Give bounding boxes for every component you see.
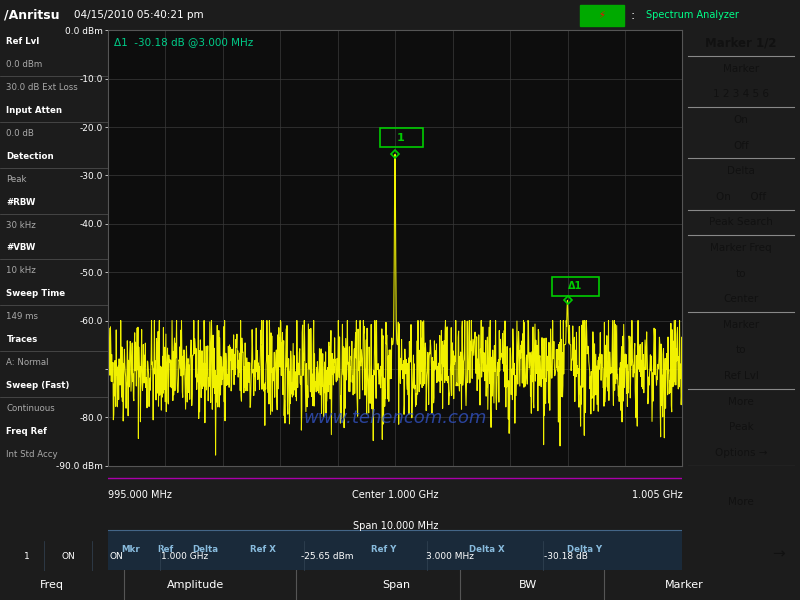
Text: #RBW: #RBW [6,197,36,206]
Text: Detection: Detection [6,152,54,161]
Bar [108,530,682,570]
Text: 30.0 dB Ext Loss: 30.0 dB Ext Loss [6,83,78,92]
Text: Amplitude: Amplitude [167,580,225,590]
Text: Marker: Marker [723,320,759,330]
Text: Sweep (Fast): Sweep (Fast) [6,381,70,390]
Text: Ref X: Ref X [250,545,276,554]
Text: Δ1  -30.18 dB @3.000 MHz: Δ1 -30.18 dB @3.000 MHz [114,37,253,47]
Text: Center: Center [723,294,759,304]
Text: More: More [728,397,754,407]
Text: ON: ON [109,552,123,560]
Text: Marker 1/2: Marker 1/2 [706,37,777,50]
Text: Options →: Options → [715,448,767,458]
Text: Marker Freq: Marker Freq [710,243,772,253]
Text: Ref Y: Ref Y [371,545,396,554]
Text: A: Normal: A: Normal [6,358,49,367]
Text: Continuous: Continuous [6,404,55,413]
Text: -25.65 dBm: -25.65 dBm [302,552,354,560]
Text: to: to [736,269,746,278]
Text: www.tehencom.com: www.tehencom.com [303,409,487,427]
Text: Int Std Accy: Int Std Accy [6,449,58,458]
Text: Peak: Peak [729,422,754,432]
Text: Freq Ref: Freq Ref [6,427,47,436]
Text: Delta: Delta [727,166,755,176]
Text: On: On [734,115,749,125]
Text: 0.0 dB: 0.0 dB [6,129,34,138]
Text: Off: Off [734,140,749,151]
Text: Ref Lvl: Ref Lvl [724,371,758,381]
Text: 04/15/2010 05:40:21 pm: 04/15/2010 05:40:21 pm [74,10,203,20]
Text: Marker: Marker [665,580,703,590]
Text: Sweep Time: Sweep Time [6,289,66,298]
Text: More: More [728,497,754,507]
Text: →: → [773,547,786,562]
Text: 1: 1 [25,552,30,560]
Text: On      Off: On Off [716,192,766,202]
Text: Delta: Delta [193,545,218,554]
Text: Δ1: Δ1 [569,281,582,292]
Text: Mkr: Mkr [122,545,140,554]
Text: ⚡: ⚡ [598,10,605,20]
Text: /Anritsu: /Anritsu [4,8,59,22]
Text: :: : [630,8,634,22]
Text: 1: 1 [397,133,405,143]
Text: 149 ms: 149 ms [6,312,38,321]
Text: Center 1.000 GHz: Center 1.000 GHz [352,490,438,500]
Text: Span 10.000 MHz: Span 10.000 MHz [353,521,438,531]
Text: 3.000 MHz: 3.000 MHz [426,552,474,560]
Text: Input Atten: Input Atten [6,106,62,115]
Text: Traces: Traces [6,335,38,344]
Text: Span: Span [382,580,410,590]
Text: 0.0 dBm: 0.0 dBm [6,60,42,69]
Text: BW: BW [519,580,537,590]
Bar [580,5,624,26]
Text: Delta X: Delta X [470,545,505,554]
Text: Peak Search: Peak Search [710,217,773,227]
Text: -30.18 dB: -30.18 dB [545,552,588,560]
Text: 995.000 MHz: 995.000 MHz [108,490,172,500]
Text: 1 2 3 4 5 6: 1 2 3 4 5 6 [714,89,770,100]
Text: Ref: Ref [158,545,174,554]
Text: Peak: Peak [6,175,27,184]
Text: 10 kHz: 10 kHz [6,266,36,275]
Text: Ref Lvl: Ref Lvl [6,37,40,46]
Text: 1.005 GHz: 1.005 GHz [632,490,682,500]
Text: Spectrum Analyzer: Spectrum Analyzer [646,10,738,20]
Text: 1.000 GHz: 1.000 GHz [161,552,208,560]
Text: Delta Y: Delta Y [567,545,602,554]
Text: to: to [736,346,746,355]
Text: 30 kHz: 30 kHz [6,221,36,230]
Text: ON: ON [62,552,75,560]
Text: Freq: Freq [40,580,64,590]
Text: Marker: Marker [723,64,759,74]
Text: #VBW: #VBW [6,244,36,253]
